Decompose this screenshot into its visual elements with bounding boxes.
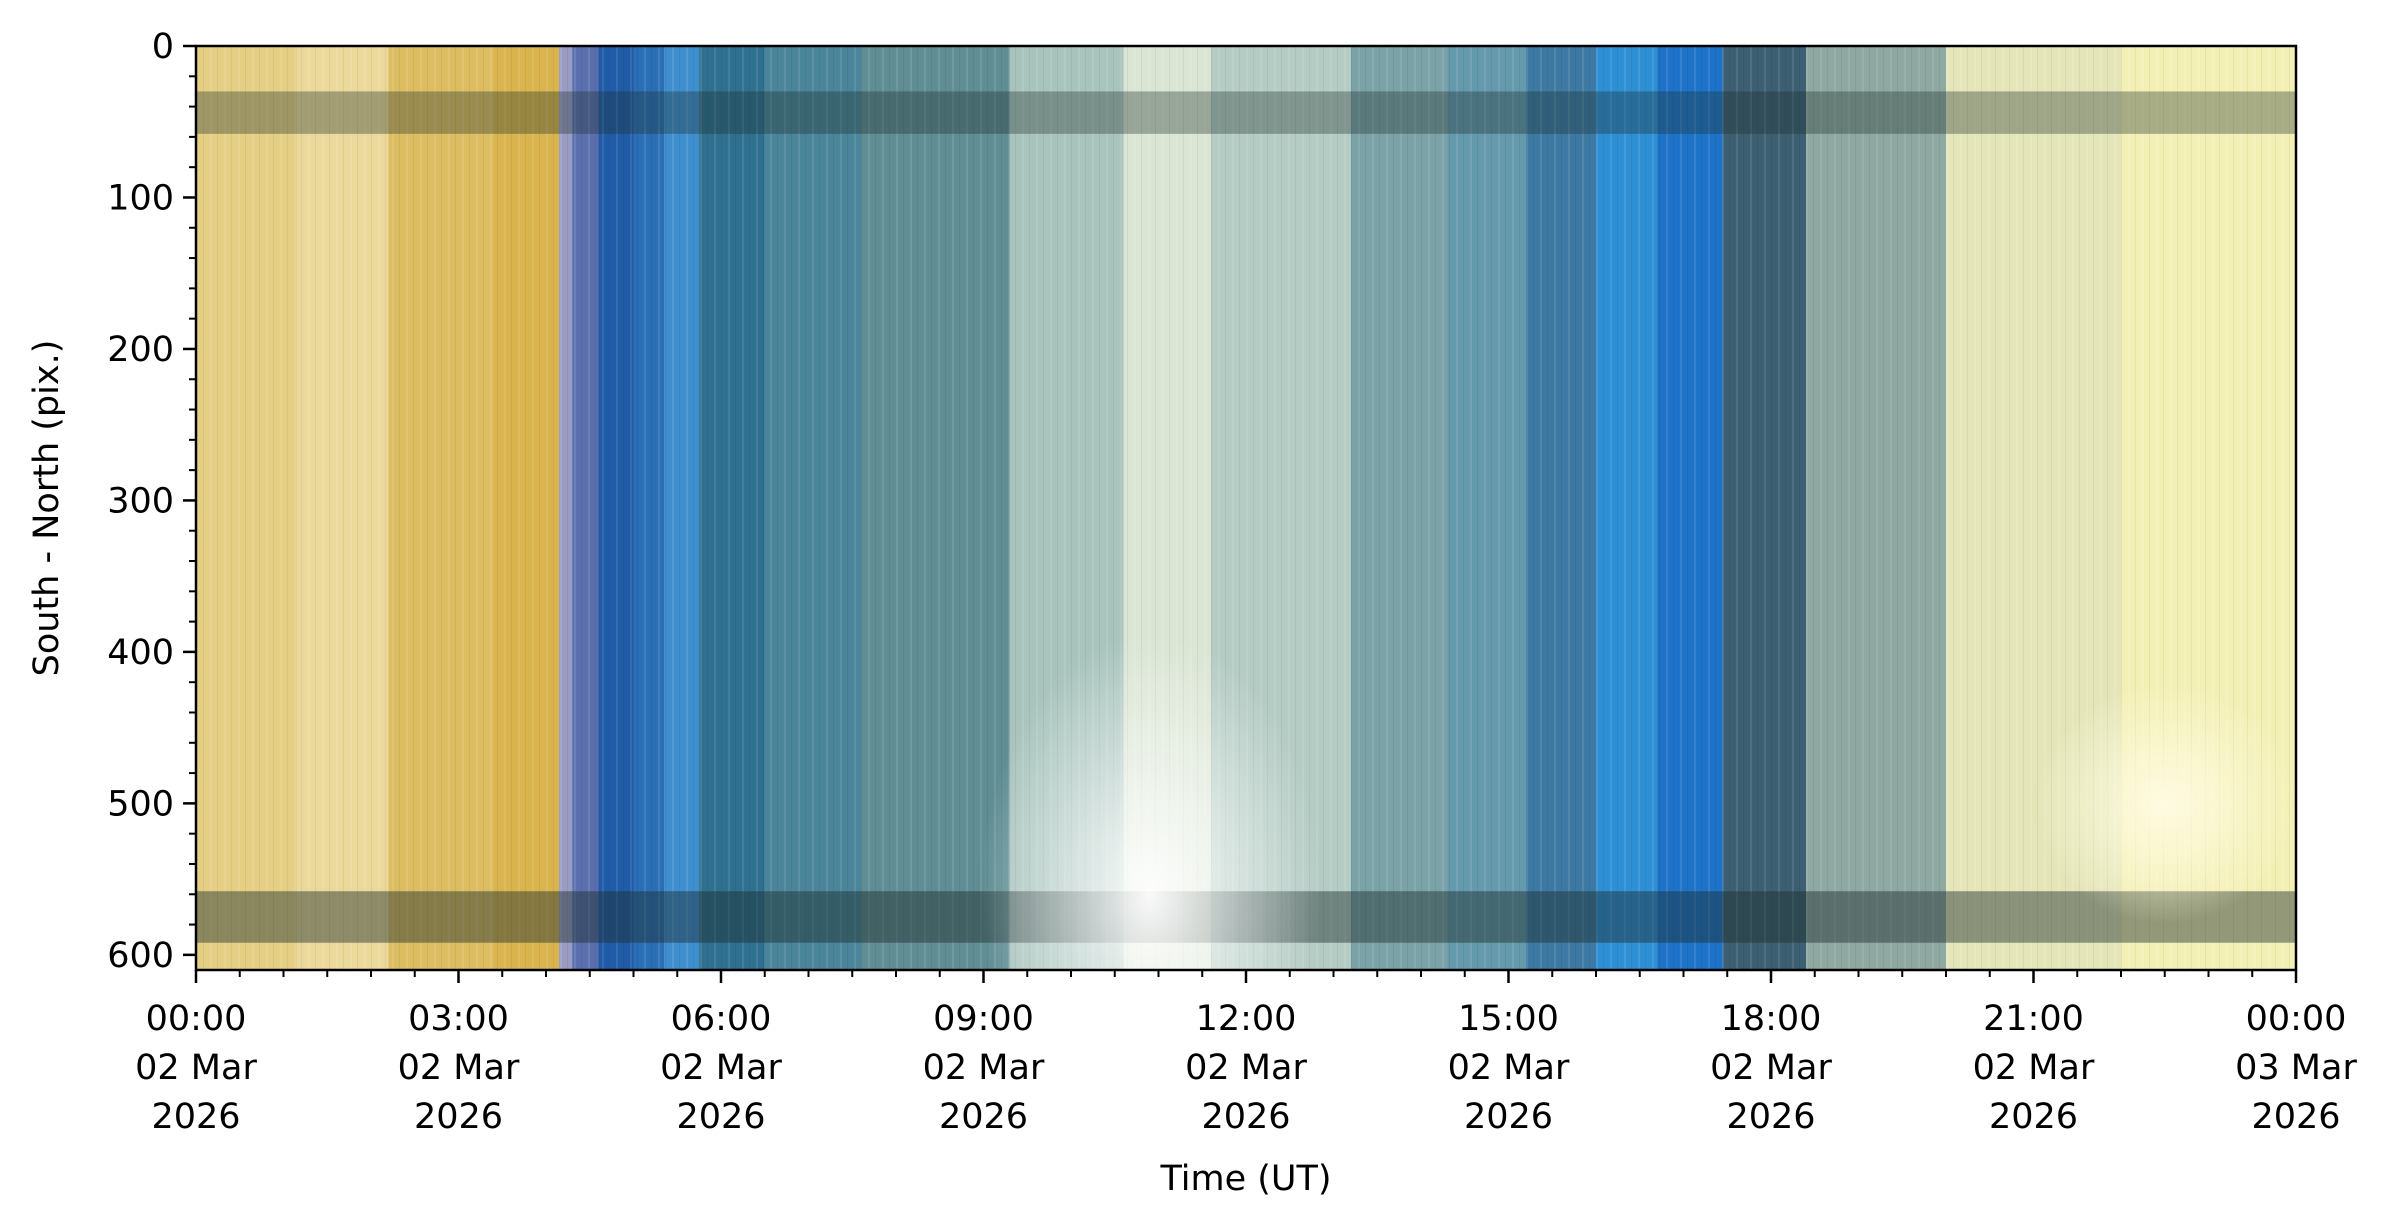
y-tick-label: 300: [107, 481, 174, 521]
x-axis-title: Time (UT): [1159, 1159, 1331, 1199]
y-axis-title: South - North (pix.): [27, 340, 67, 677]
bright-region: [979, 634, 1320, 970]
bright-spot: [2034, 683, 2295, 924]
y-tick-label: 0: [152, 27, 174, 67]
y-tick-label: 500: [107, 784, 174, 824]
x-tick-label: 18:00 02 Mar 2026: [1710, 999, 1832, 1137]
plot-area: [196, 46, 2296, 970]
dark-row-0: [196, 91, 2296, 134]
y-tick-label: 400: [107, 633, 174, 673]
x-tick-label: 21:00 02 Mar 2026: [1973, 999, 2095, 1137]
x-tick-label: 12:00 02 Mar 2026: [1185, 999, 1307, 1137]
x-tick-label: 09:00 02 Mar 2026: [923, 999, 1045, 1137]
x-tick-label: 00:00 03 Mar 2026: [2235, 999, 2357, 1137]
x-tick-label: 06:00 02 Mar 2026: [660, 999, 782, 1137]
x-tick-label: 03:00 02 Mar 2026: [398, 999, 520, 1137]
y-tick-label: 200: [107, 330, 174, 370]
y-tick-label: 100: [107, 178, 174, 218]
x-axis: 00:00 02 Mar 2026 03:00 02 Mar 2026 06:00 02 Ma…: [135, 970, 2357, 1137]
x-tick-label: 00:00 02 Mar 2026: [135, 999, 257, 1137]
y-tick-label: 600: [107, 936, 174, 976]
x-tick-label: 15:00 02 Mar 2026: [1448, 999, 1570, 1137]
y-axis: 0 100 200 300 400 500 600: [107, 27, 196, 976]
